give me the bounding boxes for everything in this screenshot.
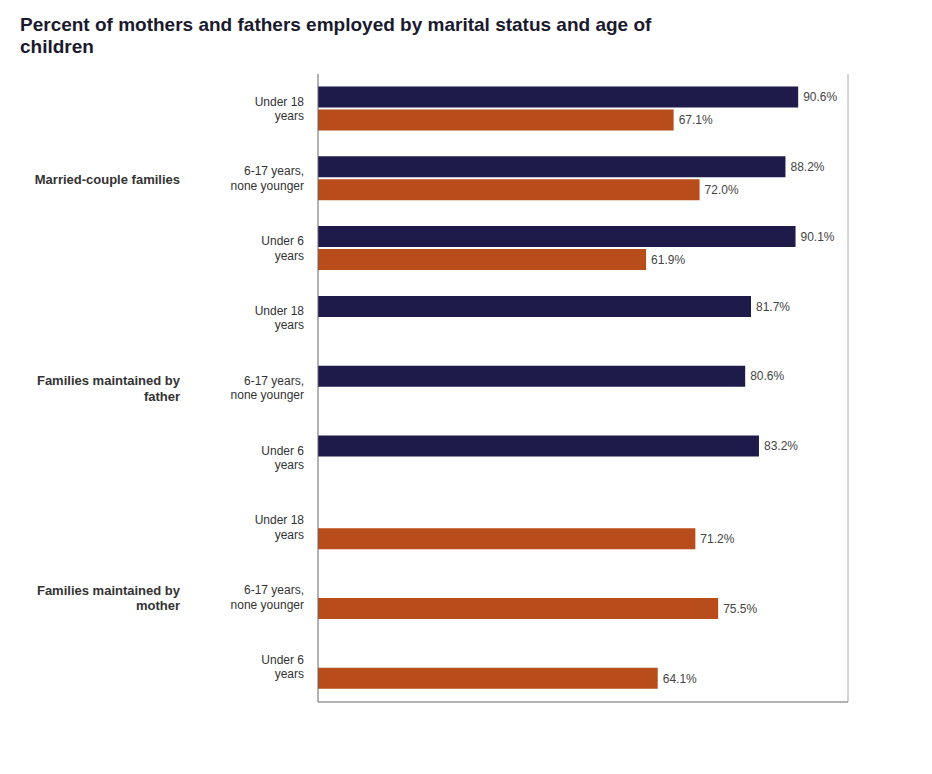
svg-text:75.5%: 75.5% [723, 602, 757, 616]
svg-text:90.6%: 90.6% [803, 90, 837, 104]
svg-text:Under 18years: Under 18years [255, 95, 305, 123]
svg-text:83.2%: 83.2% [764, 439, 798, 453]
svg-text:Families maintained byfather: Families maintained byfather [37, 373, 181, 404]
svg-text:Under 18years: Under 18years [255, 513, 305, 541]
svg-text:6-17 years,none younger: 6-17 years,none younger [231, 164, 304, 192]
svg-text:72.0%: 72.0% [705, 183, 739, 197]
svg-text:6-17 years,none younger: 6-17 years,none younger [231, 374, 304, 402]
svg-text:90.1%: 90.1% [801, 230, 835, 244]
svg-text:Under 6years: Under 6years [261, 444, 304, 472]
svg-text:Under 6years: Under 6years [261, 653, 304, 681]
svg-text:61.9%: 61.9% [651, 253, 685, 267]
svg-text:80.6%: 80.6% [750, 369, 784, 383]
svg-text:6-17 years,none younger: 6-17 years,none younger [231, 583, 304, 611]
svg-text:Under 18years: Under 18years [255, 304, 305, 332]
svg-text:88.2%: 88.2% [790, 160, 824, 174]
svg-text:64.1%: 64.1% [663, 672, 697, 686]
svg-text:Married-couple families: Married-couple families [35, 171, 180, 186]
svg-text:Families maintained bymother: Families maintained bymother [37, 582, 181, 613]
svg-text:71.2%: 71.2% [700, 532, 734, 546]
svg-text:Under 6years: Under 6years [261, 234, 304, 262]
svg-text:67.1%: 67.1% [679, 113, 713, 127]
svg-text:81.7%: 81.7% [756, 300, 790, 314]
html-text:Percent of mothers and fathers: Percent of mothers and fathers employed … [20, 14, 652, 57]
